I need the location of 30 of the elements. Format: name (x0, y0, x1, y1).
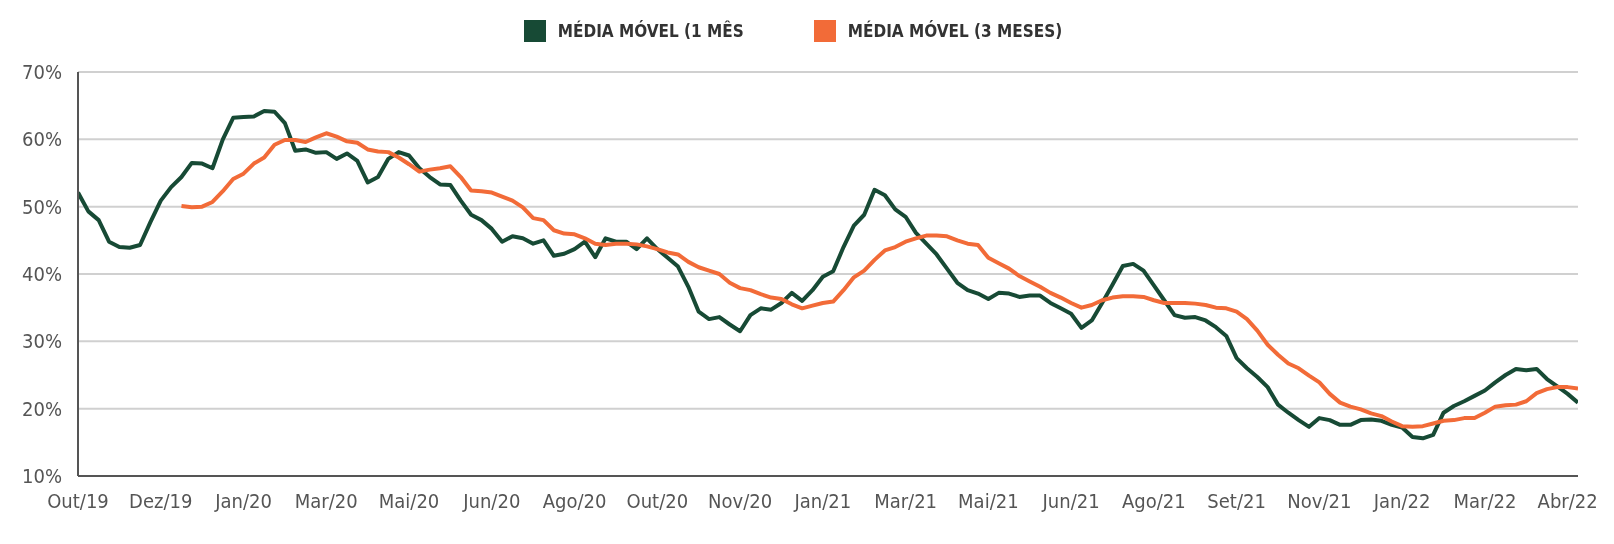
x-tick-label: Dez/19 (129, 489, 193, 514)
x-tick-label: Abr/22 (1537, 489, 1598, 514)
y-tick-label: 40% (22, 262, 62, 287)
x-tick-label: Nov/20 (708, 489, 773, 514)
x-tick-label: Ago/21 (1122, 489, 1186, 514)
line-series (78, 109, 1578, 441)
x-tick-label: Out/20 (626, 489, 689, 514)
x-tick-label: Mar/22 (1453, 489, 1517, 514)
y-tick-label: 70% (22, 60, 62, 85)
x-tick-label: Mar/20 (294, 489, 358, 514)
y-tick-label: 30% (22, 329, 62, 354)
x-tick-label: Set/21 (1207, 489, 1266, 514)
y-tick-label: 60% (22, 127, 62, 152)
x-tick-label: Jan/22 (1372, 489, 1431, 514)
y-tick-label: 50% (22, 194, 62, 219)
x-tick-label: Jun/20 (462, 489, 521, 514)
x-tick-label: Jan/20 (214, 489, 272, 514)
y-tick-label: 20% (22, 396, 62, 421)
x-tick-label: Jun/21 (1041, 489, 1100, 514)
line-series (179, 131, 1578, 429)
legend-label: MÉDIA MÓVEL (3 MESES) (847, 21, 1063, 41)
y-tick-label: 10% (22, 464, 62, 489)
x-tick-label: Mai/20 (378, 489, 440, 514)
x-tick-label: Mar/21 (874, 489, 938, 514)
x-tick-label: Nov/21 (1287, 489, 1352, 514)
x-tick-label: Mai/21 (958, 489, 1019, 514)
x-tick-label: Out/19 (47, 489, 109, 514)
x-tick-label: Jan/21 (793, 489, 852, 514)
x-tick-label: Ago/20 (542, 489, 607, 514)
legend-label: MÉDIA MÓVEL (1 MÊS (557, 21, 744, 41)
